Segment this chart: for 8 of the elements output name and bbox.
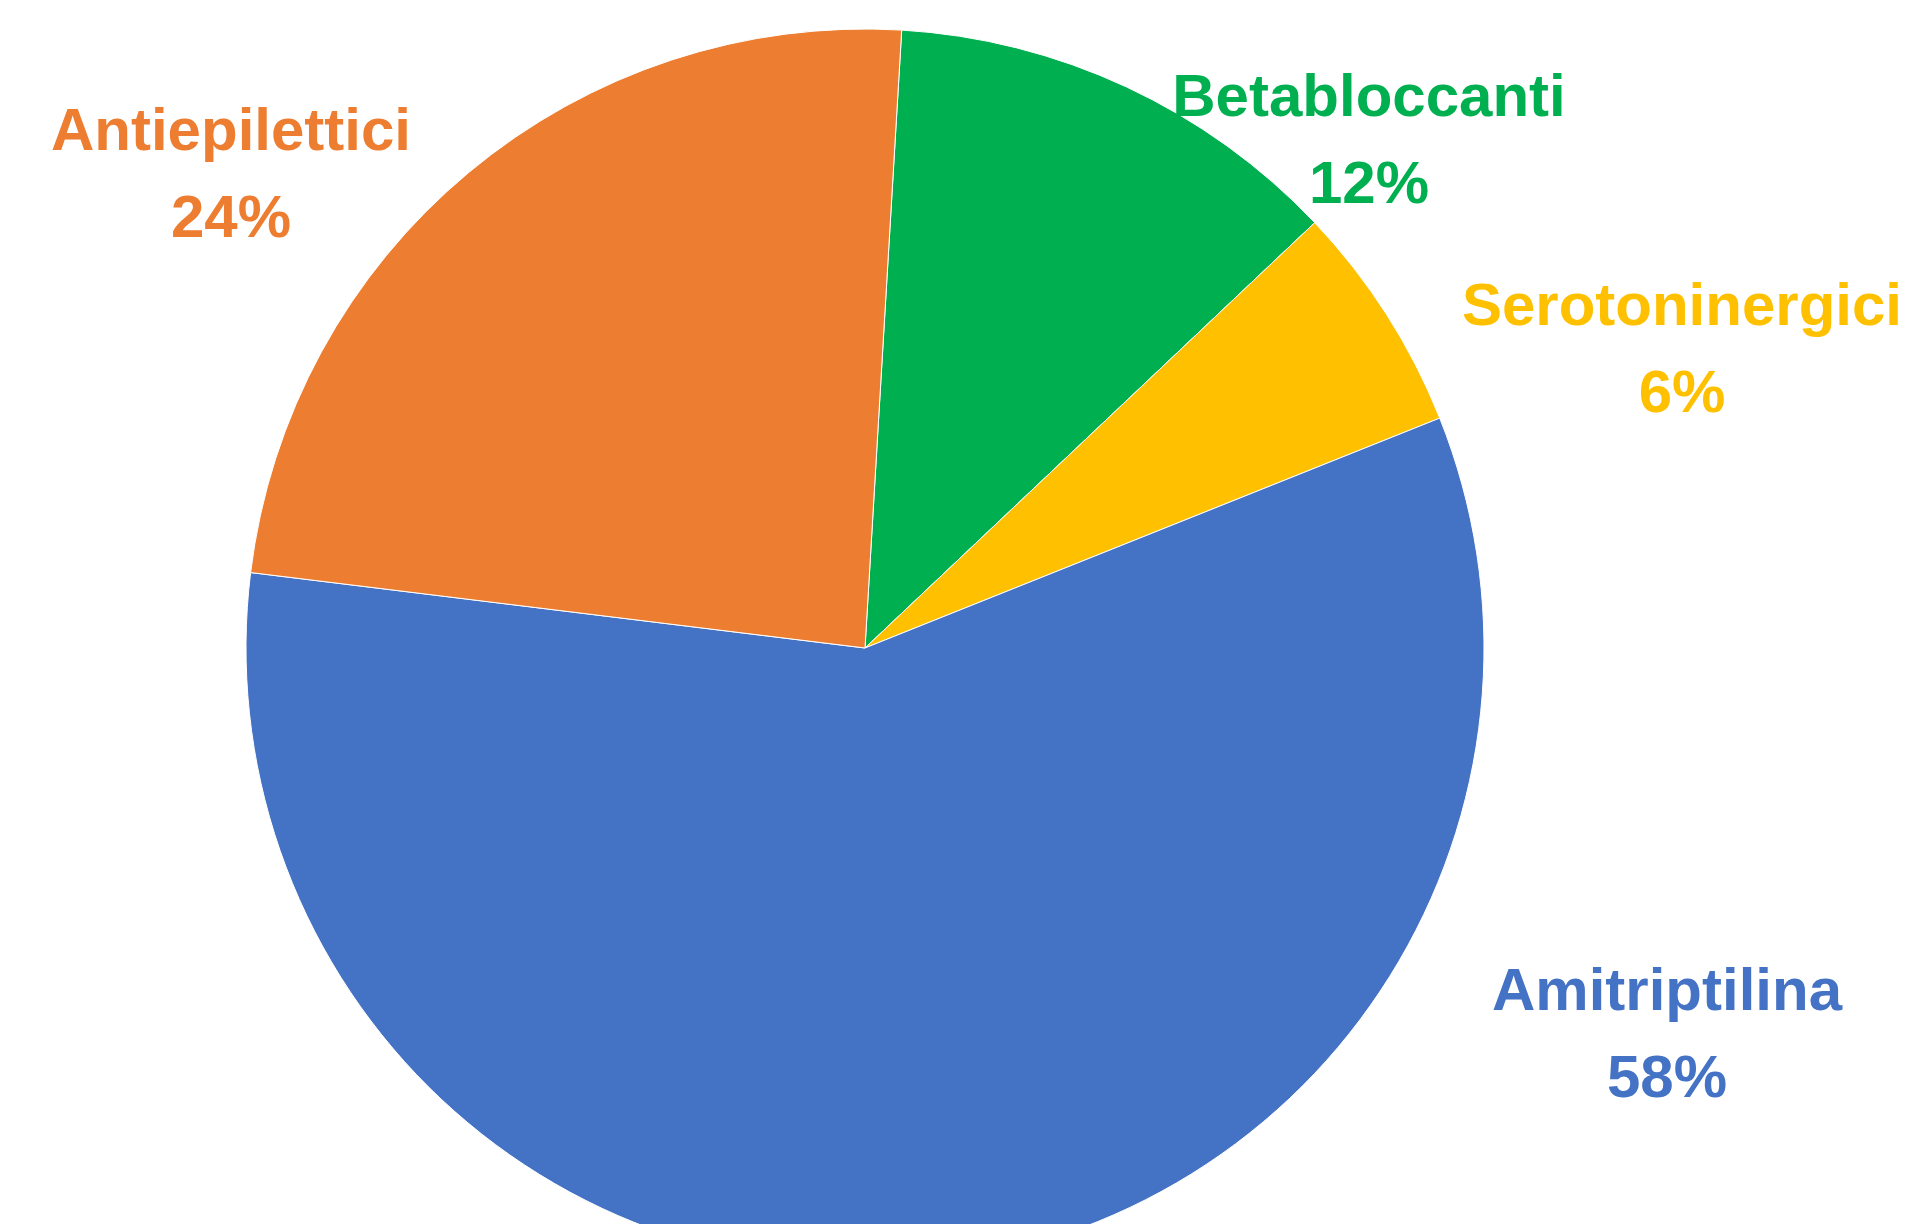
data-label: 58% [1606,1043,1728,1110]
data-label: 12% [1308,149,1430,216]
slice-label: Serotoninergici [1461,271,1903,338]
data-label: 6% [1638,358,1726,425]
slice-label: Antiepilettici [50,96,412,163]
slice-label: Betabloccanti [1172,62,1566,129]
data-label: 24% [170,183,292,250]
slice-label: Amitriptilina [1491,956,1843,1023]
